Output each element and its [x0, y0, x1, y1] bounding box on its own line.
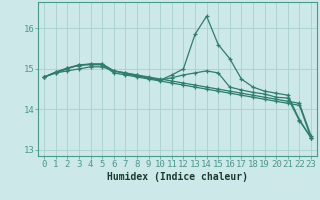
X-axis label: Humidex (Indice chaleur): Humidex (Indice chaleur)	[107, 172, 248, 182]
